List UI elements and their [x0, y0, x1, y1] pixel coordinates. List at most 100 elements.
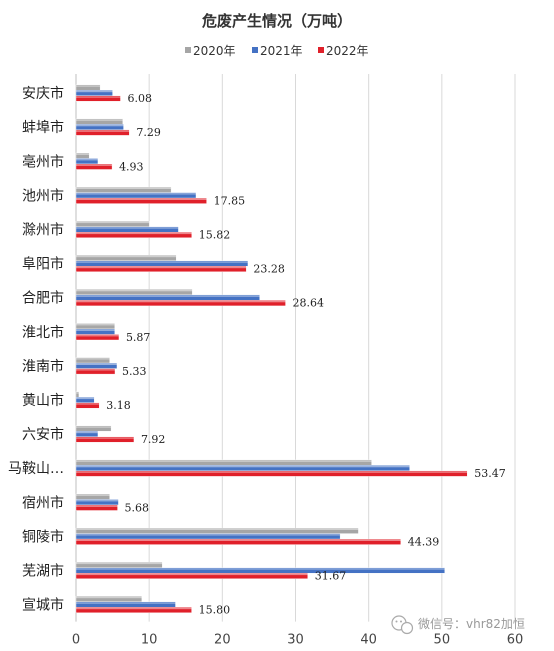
category-label-7: 淮北市 — [22, 324, 64, 341]
bar-shine-11-1 — [76, 466, 410, 468]
category-label-12: 宿州市 — [22, 494, 64, 511]
legend-label-2: 2022年 — [326, 44, 369, 58]
bar-shine-6-0 — [76, 290, 193, 292]
bar-shine-4-2 — [76, 232, 192, 235]
bar-shine-0-1 — [76, 90, 113, 93]
category-label-15: 宣城市 — [22, 597, 64, 614]
category-label-14: 芜湖市 — [22, 562, 64, 579]
bar-shine-11-2 — [76, 471, 468, 473]
bar-shine-8-2 — [76, 369, 115, 371]
bar-shine-13-0 — [76, 528, 359, 530]
x-tick-5: 50 — [434, 633, 451, 648]
bar-14-2 — [75, 573, 308, 579]
bar-6-2 — [75, 300, 286, 307]
bar-2-2 — [75, 163, 113, 170]
bar-1-2 — [75, 129, 130, 136]
bar-shine-15-2 — [76, 607, 192, 610]
bar-7-2 — [75, 334, 120, 341]
category-label-3: 池州市 — [22, 187, 64, 204]
bar-shine-8-0 — [76, 358, 110, 360]
bar-shine-11-0 — [76, 460, 372, 462]
category-label-9: 黄山市 — [22, 392, 64, 409]
data-label-6: 28.64 — [293, 297, 325, 310]
bar-shine-3-0 — [76, 187, 172, 189]
x-tick-1: 10 — [141, 633, 158, 648]
x-tick-4: 40 — [360, 633, 377, 648]
bar-shine-7-0 — [76, 324, 115, 326]
data-label-9: 3.18 — [106, 399, 131, 412]
bar-8-2 — [75, 368, 116, 375]
watermark: 微信号：vhr82加恒 — [391, 615, 525, 635]
bar-3-2 — [75, 197, 207, 204]
category-label-4: 滁州市 — [22, 221, 64, 238]
legend-label-0: 2020年 — [193, 44, 236, 58]
bar-shine-7-2 — [76, 335, 119, 337]
bar-10-2 — [75, 436, 135, 443]
bar-shine-10-1 — [76, 431, 98, 434]
category-label-1: 蚌埠市 — [22, 119, 64, 136]
bar-shine-3-1 — [76, 193, 196, 195]
category-label-11: 马鞍山… — [8, 461, 64, 477]
bar-shine-12-1 — [76, 500, 119, 502]
bars — [75, 84, 468, 613]
bar-shine-4-0 — [76, 221, 150, 224]
category-label-10: 六安市 — [22, 426, 64, 443]
wechat-icon — [391, 615, 414, 635]
bar-shine-1-2 — [76, 130, 130, 132]
data-label-2: 4.93 — [119, 160, 144, 173]
bar-shine-9-0 — [76, 392, 79, 394]
bar-shine-9-2 — [76, 403, 100, 405]
bar-shine-8-1 — [76, 363, 117, 365]
bar-13-2 — [75, 538, 401, 545]
bar-shine-14-2 — [76, 573, 308, 576]
bar-shine-12-2 — [76, 505, 118, 507]
bar-9-2 — [75, 402, 100, 409]
chart-title: 危废产生情况（万吨） — [202, 12, 352, 30]
bar-shine-6-2 — [76, 301, 286, 303]
data-label-3: 17.85 — [214, 194, 246, 207]
data-label-11: 53.47 — [474, 467, 506, 480]
category-label-5: 阜阳市 — [22, 256, 64, 273]
data-label-12: 5.68 — [125, 501, 150, 514]
bar-5-2 — [75, 266, 247, 272]
bar-shine-6-1 — [76, 295, 260, 297]
bar-shine-4-1 — [76, 227, 179, 229]
bar-shine-14-0 — [76, 562, 163, 565]
bar-shine-9-1 — [76, 397, 95, 400]
bar-shine-1-1 — [76, 125, 124, 127]
data-label-15: 15.80 — [199, 604, 231, 617]
watermark-text: 微信号：vhr82加恒 — [418, 617, 525, 631]
category-label-8: 淮南市 — [22, 358, 64, 375]
bar-shine-3-2 — [76, 198, 207, 200]
data-label-7: 5.87 — [126, 331, 150, 344]
bar-shine-5-1 — [76, 261, 248, 263]
bar-4-2 — [75, 231, 192, 238]
bar-shine-2-0 — [76, 153, 90, 155]
data-label-4: 15.82 — [199, 228, 231, 241]
data-label-13: 44.39 — [408, 535, 440, 548]
x-tick-3: 30 — [287, 633, 304, 648]
data-label-14: 31.67 — [315, 569, 347, 582]
bar-shine-0-0 — [76, 85, 101, 87]
category-label-0: 安庆市 — [22, 85, 64, 102]
bar-shine-5-2 — [76, 266, 247, 269]
bar-shine-12-0 — [76, 494, 110, 496]
bar-shine-15-1 — [76, 602, 176, 604]
bar-15-2 — [75, 607, 192, 613]
bar-shine-2-1 — [76, 159, 98, 161]
data-label-1: 7.29 — [136, 126, 161, 139]
data-labels: 6.08 7.29 4.93 17.85 15.82 23.28 28.64 5.87 5.33… — [106, 92, 506, 617]
bar-shine-2-2 — [76, 164, 113, 166]
legend-swatch-1 — [252, 47, 258, 53]
category-label-6: 合肥市 — [22, 290, 64, 307]
legend-swatch-0 — [185, 47, 191, 53]
data-label-0: 6.08 — [127, 92, 152, 105]
bar-11-2 — [75, 470, 468, 477]
category-label-2: 亳州市 — [22, 153, 64, 170]
legend: 2020年 2021年 2022年 — [185, 44, 369, 58]
bar-shine-0-2 — [76, 96, 121, 98]
data-label-8: 5.33 — [122, 365, 147, 378]
x-tick-2: 20 — [214, 633, 231, 648]
